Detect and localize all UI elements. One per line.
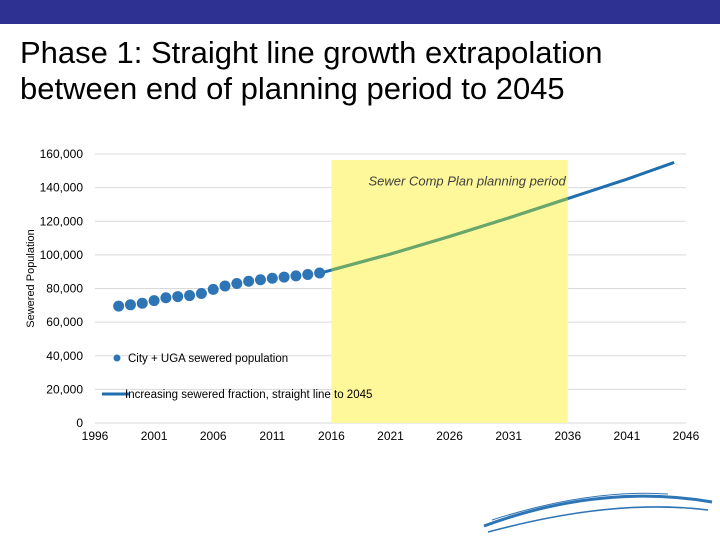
x-tick-label: 2016 — [318, 429, 345, 443]
slide-title: Phase 1: Straight line growth extrapolat… — [20, 35, 710, 107]
y-tick-label: 40,000 — [46, 349, 83, 363]
data-point — [243, 275, 255, 287]
data-point — [314, 267, 326, 279]
y-tick-label: 80,000 — [46, 282, 83, 296]
y-tick-label: 20,000 — [46, 382, 83, 396]
x-tick-label: 2041 — [614, 429, 641, 443]
legend: City + UGA sewered population Increasing… — [102, 353, 372, 401]
x-tick-label: 2021 — [377, 429, 404, 443]
data-point — [136, 297, 148, 309]
data-point — [278, 271, 290, 283]
x-tick-label: 2011 — [259, 429, 285, 443]
x-tick-label: 2026 — [436, 429, 463, 443]
y-tick-label: 0 — [76, 416, 83, 430]
legend-label-observed: City + UGA sewered population — [128, 353, 288, 365]
y-tick-label: 60,000 — [46, 315, 83, 329]
x-tick-label: 2046 — [673, 429, 700, 443]
data-point — [290, 270, 302, 282]
data-point — [124, 299, 136, 311]
planning-period-label: Sewer Comp Plan planning period — [369, 174, 567, 189]
logo-swoosh-icon — [483, 492, 713, 533]
x-tick-label: 1996 — [82, 429, 109, 443]
projection-line-planning-segment — [331, 197, 569, 272]
data-point — [113, 300, 125, 312]
x-tick-label: 2001 — [141, 429, 168, 443]
y-tick-label: 120,000 — [40, 214, 84, 228]
data-point — [266, 272, 278, 284]
legend-marker-observed — [113, 354, 121, 362]
data-point — [172, 291, 184, 303]
y-tick-label: 140,000 — [40, 181, 84, 195]
data-point — [184, 290, 196, 302]
x-tick-label: 2006 — [200, 429, 227, 443]
data-point — [207, 283, 219, 295]
header-bar — [0, 0, 720, 24]
slide-title-line-2: between end of planning period to 2045 — [20, 71, 565, 106]
y-tick-label: 160,000 — [40, 147, 84, 161]
slide-title-line-1: Phase 1: Straight line growth extrapolat… — [20, 35, 603, 70]
data-point — [231, 277, 243, 289]
data-point — [219, 280, 231, 292]
data-point — [148, 295, 160, 307]
y-tick-label: 100,000 — [40, 248, 84, 262]
x-tick-label: 2031 — [495, 429, 522, 443]
y-axis-title: Sewered Population — [25, 229, 37, 327]
data-point — [160, 292, 172, 304]
population-chart: Sewer Comp Plan planning period 0 20,000 4… — [25, 147, 700, 443]
data-point — [195, 288, 207, 300]
axis-tick-labels: 0 20,000 40,000 60,000 80,000 100,000 120,000 1… — [40, 147, 700, 443]
planning-period-highlight — [331, 160, 568, 423]
legend-label-projection: Increasing sewered fraction, straight li… — [125, 389, 372, 401]
data-point — [302, 269, 314, 281]
x-tick-label: 2036 — [554, 429, 581, 443]
data-point — [254, 274, 266, 286]
series-layer — [113, 160, 675, 312]
